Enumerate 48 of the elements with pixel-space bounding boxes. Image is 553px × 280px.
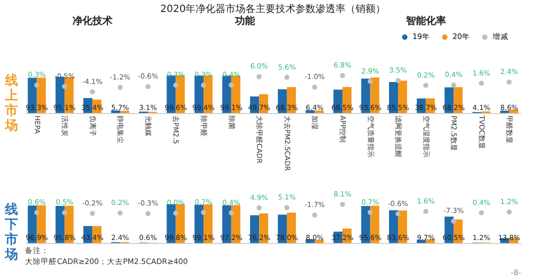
point xyxy=(312,84,318,90)
bar xyxy=(509,110,518,113)
point xyxy=(451,218,456,224)
point xyxy=(395,211,401,216)
point xyxy=(200,82,206,88)
point xyxy=(284,74,290,80)
bar xyxy=(426,239,435,243)
bar xyxy=(416,240,426,243)
bar xyxy=(314,240,324,243)
y-axis-title: 线上市场 xyxy=(4,74,18,134)
point xyxy=(200,210,206,215)
bar xyxy=(111,110,120,113)
point xyxy=(62,84,68,89)
point xyxy=(340,72,346,78)
point xyxy=(423,82,428,88)
point xyxy=(228,210,234,216)
point xyxy=(506,209,512,214)
point xyxy=(145,210,151,216)
point xyxy=(312,212,318,218)
point xyxy=(451,82,456,88)
point xyxy=(90,210,95,216)
text: 净化技术 xyxy=(72,15,114,27)
point xyxy=(62,210,68,216)
point xyxy=(478,80,484,86)
y-axis-title: 线下市场 xyxy=(4,202,18,262)
point xyxy=(256,74,262,80)
point xyxy=(423,208,428,214)
point xyxy=(478,210,484,216)
point xyxy=(340,202,346,207)
point xyxy=(118,210,123,216)
point xyxy=(284,205,290,210)
text: 智能化率 xyxy=(404,15,446,27)
point xyxy=(145,84,151,90)
point xyxy=(368,78,373,84)
point xyxy=(34,210,40,216)
point xyxy=(90,89,95,94)
point xyxy=(228,82,234,88)
point xyxy=(173,210,178,216)
point xyxy=(34,82,40,88)
point xyxy=(118,84,123,90)
point xyxy=(256,205,262,210)
point xyxy=(506,80,512,85)
point xyxy=(173,82,178,88)
text: 功能 xyxy=(234,15,256,27)
bar xyxy=(306,110,315,113)
chart-title: 2020年净化器市场各主要技术参数渗透率（销额） xyxy=(160,3,386,15)
point xyxy=(368,210,373,215)
point xyxy=(395,78,401,83)
